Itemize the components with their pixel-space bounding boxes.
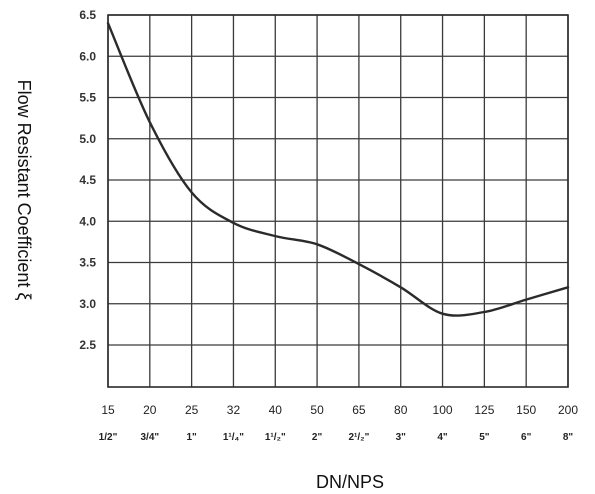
x-tick-label-nps: 8" <box>563 432 574 443</box>
x-tick-label-dn: 20 <box>143 403 157 417</box>
x-tick-label-dn: 65 <box>352 403 366 417</box>
y-tick-labels: 6.5 6.0 5.5 5.0 4.5 4.0 3.5 3.0 2.5 <box>79 8 96 352</box>
x-tick-label-dn: 25 <box>185 403 199 417</box>
y-tick-label: 4.0 <box>79 214 96 228</box>
y-axis-title: Flow Resistant Coefficient ξ <box>14 80 34 301</box>
x-tick-label-nps: 1" <box>186 432 197 443</box>
plot-grid <box>107 14 569 387</box>
x-tick-label-dn: 15 <box>101 403 115 417</box>
x-tick-label-nps: 3" <box>396 432 407 443</box>
x-tick-label-nps: 1¹/₄" <box>223 432 244 443</box>
series-line <box>106 22 570 317</box>
x-tick-label-dn: 80 <box>394 403 408 417</box>
x-tick-label-dn: 40 <box>269 403 283 417</box>
x-tick-label-dn: 32 <box>227 403 241 417</box>
x-tick-label-nps: 1/2" <box>99 432 118 443</box>
x-tick-label-nps: 3/4" <box>140 432 159 443</box>
x-tick-label-nps: 5" <box>479 432 490 443</box>
y-tick-label: 2.5 <box>79 338 96 352</box>
y-tick-label: 3.0 <box>79 297 96 311</box>
x-tick-label-nps: 4" <box>437 432 448 443</box>
x-tick-label-nps: 2¹/₂" <box>348 432 369 443</box>
y-tick-label: 3.5 <box>79 256 96 270</box>
x-tick-label-dn: 125 <box>474 403 494 417</box>
y-tick-label: 4.5 <box>79 173 96 187</box>
y-tick-label: 6.0 <box>79 49 96 63</box>
x-tick-label-nps: 6" <box>521 432 532 443</box>
x-tick-label-dn: 150 <box>516 403 536 417</box>
x-tick-labels: 15 1/2" 20 3/4" 25 1" 32 1¹/₄" 40 1¹/₂" 50 2" 65 2¹/₂… <box>99 403 579 443</box>
y-tick-label: 5.0 <box>79 132 96 146</box>
x-tick-label-nps: 2" <box>312 432 323 443</box>
plot-frame <box>107 14 569 388</box>
x-axis-title: DN/NPS <box>316 472 384 492</box>
y-tick-label: 6.5 <box>79 8 96 22</box>
x-tick-label-dn: 50 <box>310 403 324 417</box>
x-tick-label-dn: 200 <box>558 403 578 417</box>
x-tick-label-nps: 1¹/₂" <box>265 432 286 443</box>
x-tick-label-dn: 100 <box>433 403 453 417</box>
y-tick-label: 5.5 <box>79 91 96 105</box>
